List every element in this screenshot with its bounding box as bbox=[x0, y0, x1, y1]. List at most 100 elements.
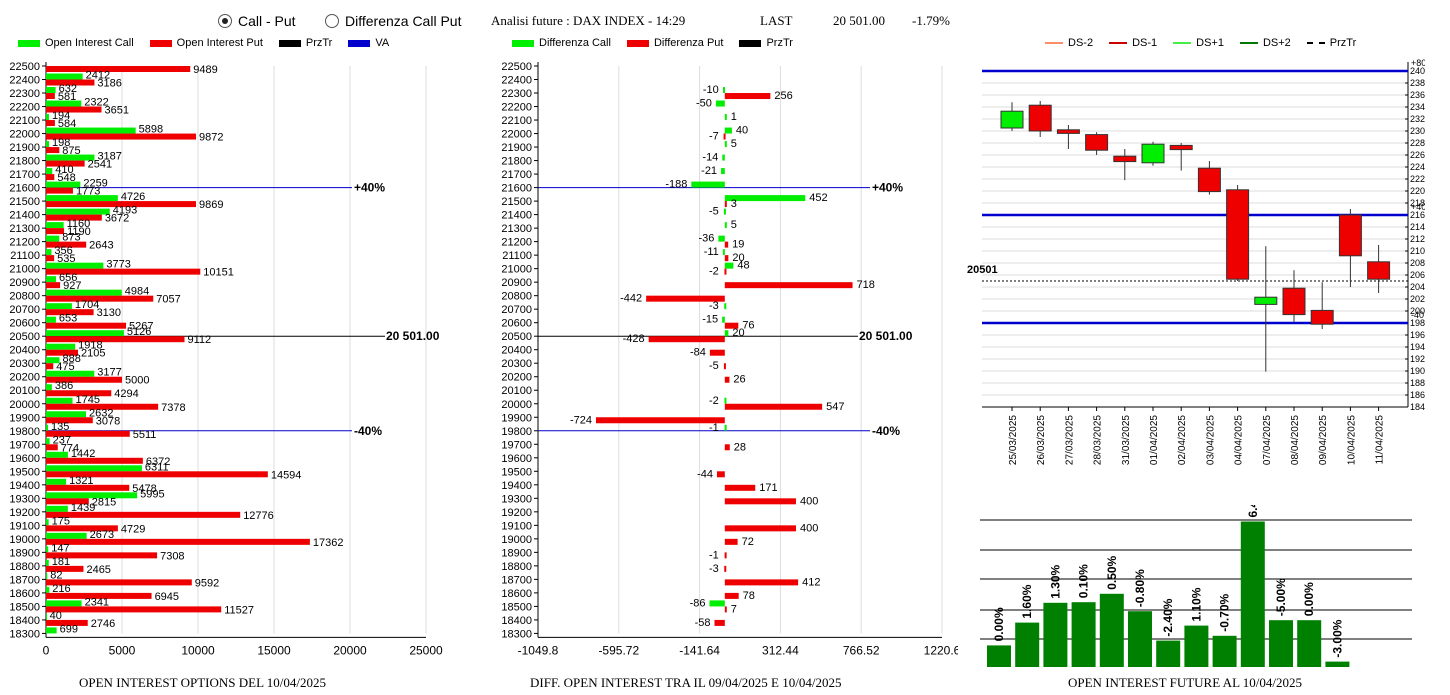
put-data-label: 5478 bbox=[132, 483, 156, 495]
put-bar bbox=[46, 538, 310, 545]
put-bar bbox=[46, 498, 89, 505]
radio-call-put[interactable]: Call - Put bbox=[218, 13, 296, 29]
y-tick-label: 18900 bbox=[9, 547, 40, 559]
diff-put-bar bbox=[724, 606, 727, 613]
y-tick-label: 18400 bbox=[9, 615, 40, 627]
y-tick-label: 21000 bbox=[9, 264, 40, 276]
put-bar bbox=[46, 295, 154, 302]
y-tick-label: 19100 bbox=[501, 520, 532, 532]
y-tick-label: 19300 bbox=[501, 493, 532, 505]
put-bar bbox=[46, 552, 158, 559]
diff-put-bar bbox=[724, 201, 727, 208]
diff-put-bar-label: -3 bbox=[709, 563, 719, 575]
call-data-label: 5126 bbox=[127, 326, 151, 338]
diff-call-bar bbox=[715, 100, 725, 107]
put-data-label: 9112 bbox=[188, 334, 212, 346]
candle-body bbox=[1254, 296, 1278, 305]
y-tick-label: 19600 bbox=[9, 453, 40, 465]
call-bar bbox=[46, 262, 104, 269]
put-data-label: 2105 bbox=[81, 348, 105, 360]
call-bar bbox=[46, 73, 83, 80]
put-data-label: 9592 bbox=[195, 577, 219, 589]
diff-put-bar-label: -84 bbox=[690, 347, 706, 359]
diff-call-bar bbox=[721, 168, 725, 175]
y-tick-label: 22200 bbox=[501, 102, 532, 114]
diff-put-bar bbox=[724, 552, 727, 559]
put-bar bbox=[46, 349, 78, 356]
diff-put-bar bbox=[724, 322, 739, 329]
diff-call-bar bbox=[724, 303, 727, 310]
y-tick-label: 20300 bbox=[9, 358, 40, 370]
last-value: 20 501.00 bbox=[833, 13, 885, 28]
footer-left: OPEN INTEREST OPTIONS DEL 10/04/2025 bbox=[79, 675, 326, 690]
candle-body bbox=[1169, 144, 1193, 151]
y-tick-label: 21900 bbox=[9, 142, 40, 154]
put-data-label: 3078 bbox=[96, 415, 120, 427]
diff-call-bar bbox=[724, 424, 727, 431]
put-bar bbox=[46, 120, 55, 127]
candle-body bbox=[1226, 189, 1250, 280]
y-tick-label: 20700 bbox=[501, 304, 532, 316]
y-tick-label: 20000 bbox=[501, 399, 532, 411]
y-tick-label: 20100 bbox=[9, 385, 40, 397]
future-bar-label: 0.00% bbox=[1302, 582, 1316, 616]
diff-call-bar-label: -1 bbox=[709, 422, 719, 434]
put-bar bbox=[46, 187, 73, 194]
put-bar bbox=[46, 241, 87, 248]
call-bar bbox=[46, 478, 67, 485]
x-tick-label: 312.44 bbox=[762, 643, 799, 657]
call-data-label: 181 bbox=[52, 556, 70, 568]
call-data-label: 1704 bbox=[75, 299, 99, 311]
candle-body bbox=[1197, 167, 1221, 193]
y-tick-label: 20200 bbox=[501, 372, 532, 384]
last-price-label: 20501 bbox=[967, 264, 998, 276]
call-data-label: 2259 bbox=[83, 178, 107, 190]
call-bar bbox=[46, 181, 81, 188]
future-bar-label: 0.50% bbox=[1105, 555, 1119, 589]
radio-diff[interactable]: Differenza Call Put bbox=[325, 13, 461, 29]
y-tick-label: 21200 bbox=[9, 237, 40, 249]
diff-put-bar-label: -1 bbox=[709, 549, 719, 561]
y-tick-label: 19200 bbox=[9, 507, 40, 519]
put-data-label: 581 bbox=[58, 91, 76, 103]
y-tick-label: 21200 bbox=[501, 237, 532, 249]
future-bar-label: 0.00% bbox=[992, 607, 1006, 641]
future-bar bbox=[1099, 593, 1124, 667]
future-bar-label: 0.10% bbox=[1077, 564, 1091, 598]
put-data-label: 7057 bbox=[156, 294, 180, 306]
legend-entry: DS+2 bbox=[1262, 37, 1291, 49]
diff-put-bar bbox=[723, 133, 726, 140]
y-tick-label: 22500 bbox=[501, 61, 532, 73]
legend-line bbox=[1109, 42, 1128, 44]
y-tick-label: 23600 bbox=[1410, 90, 1425, 100]
x-tick-label: -141.64 bbox=[679, 643, 720, 657]
put-data-label: 3651 bbox=[104, 105, 128, 117]
diff-call-bar bbox=[722, 249, 725, 256]
put-data-label: 9489 bbox=[193, 64, 217, 76]
diff-call-bar-label: 40 bbox=[736, 125, 748, 137]
put-data-label: 2643 bbox=[89, 240, 113, 252]
diff-call-bar bbox=[724, 127, 732, 134]
radio-selected-icon[interactable] bbox=[218, 14, 232, 28]
diff-call-bar-label: -5 bbox=[709, 206, 719, 218]
y-tick-label: 18800 bbox=[9, 561, 40, 573]
radio-diff-label: Differenza Call Put bbox=[345, 13, 462, 29]
y-tick-label: 21600 bbox=[9, 183, 40, 195]
diff-call-bar bbox=[724, 114, 727, 121]
put-bar bbox=[46, 255, 55, 262]
x-tick-label: 20000 bbox=[333, 643, 367, 657]
future-bar-label: -3.00% bbox=[1330, 619, 1344, 657]
candle-body bbox=[1085, 134, 1109, 151]
radio-call-put-label: Call - Put bbox=[238, 13, 296, 29]
x-tick-label: 03/04/2025 bbox=[1205, 415, 1216, 465]
diff-put-bar-label: 76 bbox=[742, 320, 754, 332]
y-tick-label: 22600 bbox=[1410, 150, 1425, 160]
radio-unselected-icon[interactable] bbox=[325, 14, 339, 28]
put-data-label: 5000 bbox=[125, 375, 149, 387]
y-tick-label: 18900 bbox=[501, 547, 532, 559]
future-oi-chart: 0.00% 1.60% 1.30% 0.10% 0.50% -0.80% -2.40% 1.1… bbox=[980, 505, 1412, 667]
legend-entry: DS-1 bbox=[1132, 37, 1158, 49]
put-data-label: 17362 bbox=[313, 537, 344, 549]
put-data-label: 4294 bbox=[114, 388, 138, 400]
candle-body bbox=[1310, 309, 1334, 325]
